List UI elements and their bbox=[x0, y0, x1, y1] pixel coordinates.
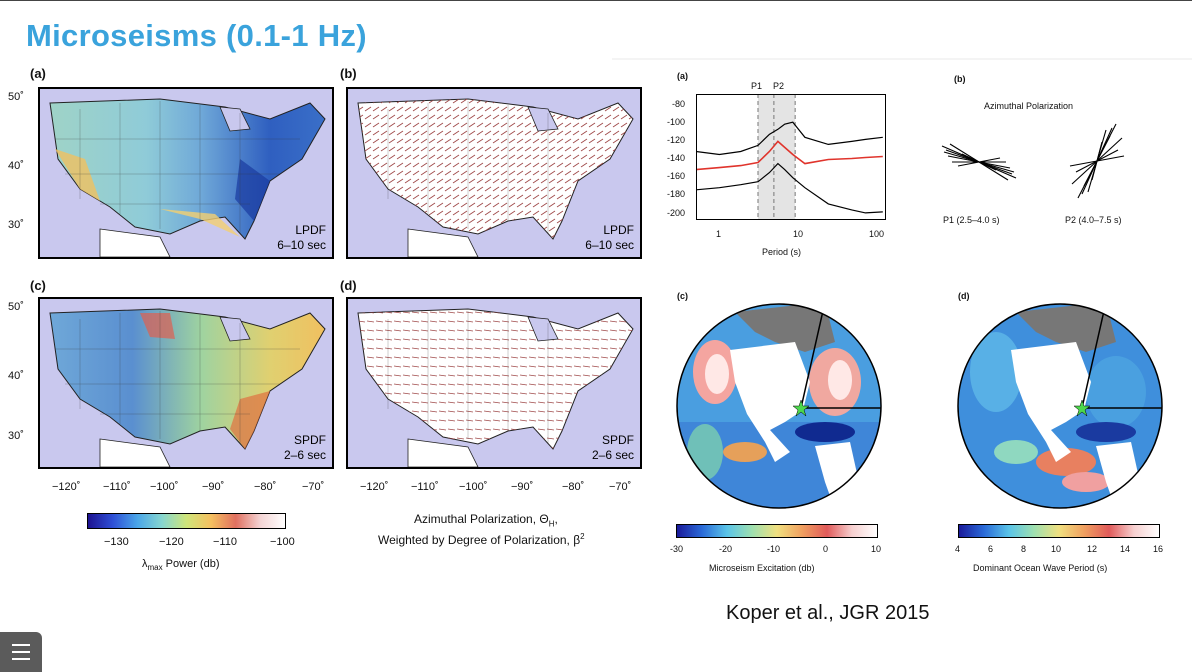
lon-tick-a5: −80˚ bbox=[254, 481, 277, 493]
lon-tick-b4: −90˚ bbox=[511, 481, 534, 493]
panel-label-d: (d) bbox=[340, 278, 357, 293]
panel-label-a: (a) bbox=[30, 66, 46, 81]
lat-tick-30-bottom: 30˚ bbox=[8, 430, 24, 442]
map-b-polarization-lpdf: LPDF 6–10 sec bbox=[346, 87, 642, 259]
lat-tick-40-top: 40˚ bbox=[8, 160, 24, 172]
map-d-mode-label: SPDF bbox=[601, 433, 634, 447]
rose-p1-label: P1 (2.5–4.0 s) bbox=[943, 215, 1000, 225]
rose-p2-label: P2 (4.0–7.5 s) bbox=[1065, 215, 1122, 225]
power-colorbar-tick-130: −130 bbox=[104, 536, 129, 548]
lat-tick-50-top: 50˚ bbox=[8, 91, 24, 103]
lat-tick-40-bottom: 40˚ bbox=[8, 370, 24, 382]
y-tick-120: -120 bbox=[667, 135, 686, 145]
excitation-tick-3: -10 bbox=[767, 544, 781, 554]
excitation-tick-2: -20 bbox=[719, 544, 733, 554]
wave-period-tick-10: 10 bbox=[1051, 544, 1062, 554]
x-tick-10: 10 bbox=[793, 229, 804, 239]
globe-c-microseism-excitation bbox=[676, 303, 882, 509]
lon-tick-b2: −110˚ bbox=[411, 481, 439, 493]
slide-menu-button[interactable] bbox=[0, 632, 42, 672]
menu-icon-bar-3 bbox=[12, 658, 30, 660]
menu-icon-bar-1 bbox=[12, 644, 30, 646]
y-tick-140: -140 bbox=[667, 153, 686, 163]
citation: Koper et al., JGR 2015 bbox=[726, 602, 930, 624]
lat-tick-50-bottom: 50˚ bbox=[8, 301, 24, 313]
chart-xlabel: Period (s) bbox=[762, 247, 802, 257]
power-colorbar-label: λmax Power (db) bbox=[142, 558, 220, 573]
excitation-colorbar-label: Microseism Excitation (db) bbox=[709, 563, 815, 573]
rose-p2-diagram bbox=[1069, 123, 1125, 199]
lon-tick-a6: −70˚ bbox=[302, 481, 325, 493]
x-tick-1: 1 bbox=[716, 229, 722, 239]
power-colorbar bbox=[87, 513, 286, 529]
map-b-mode-label: LPDF bbox=[603, 223, 634, 237]
lon-tick-b5: −80˚ bbox=[562, 481, 585, 493]
lon-tick-a2: −110˚ bbox=[103, 481, 131, 493]
globe-d-panel-label: (d) bbox=[958, 291, 970, 301]
figure-top-edge bbox=[612, 58, 1192, 60]
median-line bbox=[696, 140, 883, 171]
y-tick-80: -80 bbox=[672, 99, 686, 109]
chart-frame bbox=[696, 94, 886, 220]
x-tick-100: 100 bbox=[869, 229, 885, 239]
upper-percentile-line bbox=[696, 121, 883, 156]
y-tick-200: -200 bbox=[667, 208, 686, 218]
polarization-caption-line1: Azimuthal Polarization, ΘH, bbox=[414, 512, 558, 529]
menu-icon-bar-2 bbox=[12, 651, 30, 653]
period-power-chart bbox=[696, 94, 886, 220]
map-c-mode-label: SPDF bbox=[293, 433, 326, 447]
power-colorbar-tick-120: −120 bbox=[159, 536, 184, 548]
map-c-power-spdf: SPDF 2–6 sec bbox=[38, 297, 334, 469]
rose-panel-title: Azimuthal Polarization bbox=[984, 101, 1074, 111]
map-d-polarization-spdf: SPDF 2–6 sec bbox=[346, 297, 642, 469]
y-tick-100: -100 bbox=[667, 117, 686, 127]
wave-period-colorbar bbox=[958, 524, 1160, 538]
rose-p1-diagram bbox=[941, 143, 1017, 181]
panel-label-c: (c) bbox=[30, 278, 46, 293]
wave-period-tick-8: 8 bbox=[1021, 544, 1027, 554]
marker-p2-label: P2 bbox=[773, 81, 785, 91]
lon-tick-b6: −70˚ bbox=[609, 481, 632, 493]
y-tick-180: -180 bbox=[667, 189, 686, 199]
panel-label-b: (b) bbox=[340, 66, 357, 81]
map-d-band-label: 2–6 sec bbox=[591, 448, 634, 462]
excitation-colorbar bbox=[676, 524, 878, 538]
wave-period-tick-6: 6 bbox=[988, 544, 994, 554]
rose-panel-label: (b) bbox=[954, 74, 966, 84]
wave-period-tick-12: 12 bbox=[1087, 544, 1098, 554]
lon-tick-b3: −100˚ bbox=[459, 481, 488, 493]
map-c-band-label: 2–6 sec bbox=[283, 448, 326, 462]
map-a-power-lpdf: LPDF 6–10 sec bbox=[38, 87, 334, 259]
power-colorbar-tick-110: −110 bbox=[213, 536, 237, 548]
top-rule bbox=[0, 0, 1192, 1]
marker-p1-label: P1 bbox=[751, 81, 763, 91]
globe-d-ocean-wave-period bbox=[957, 303, 1163, 509]
lon-tick-a3: −100˚ bbox=[150, 481, 179, 493]
lon-tick-b1: −120˚ bbox=[360, 481, 389, 493]
lon-tick-a1: −120˚ bbox=[52, 481, 81, 493]
y-tick-160: -160 bbox=[667, 171, 686, 181]
map-b-band-label: 6–10 sec bbox=[585, 238, 634, 252]
lower-percentile-line bbox=[696, 162, 883, 214]
wave-period-tick-14: 14 bbox=[1120, 544, 1131, 554]
map-a-mode-label: LPDF bbox=[295, 223, 326, 237]
lon-tick-a4: −90˚ bbox=[202, 481, 225, 493]
excitation-tick-5: 10 bbox=[871, 544, 882, 554]
polarization-caption-line2: Weighted by Degree of Polarization, β2 bbox=[378, 532, 585, 547]
wave-period-tick-4: 4 bbox=[955, 544, 961, 554]
power-colorbar-tick-100: −100 bbox=[270, 536, 295, 548]
excitation-tick-4: 0 bbox=[823, 544, 829, 554]
globe-c-panel-label: (c) bbox=[677, 291, 688, 301]
slide-title: Microseisms (0.1-1 Hz) bbox=[26, 18, 367, 53]
wave-period-tick-16: 16 bbox=[1153, 544, 1164, 554]
lat-tick-30-top: 30˚ bbox=[8, 219, 24, 231]
map-a-band-label: 6–10 sec bbox=[277, 238, 326, 252]
wave-period-colorbar-label: Dominant Ocean Wave Period (s) bbox=[973, 563, 1108, 573]
excitation-tick-1: -30 bbox=[670, 544, 684, 554]
chart-panel-label: (a) bbox=[677, 71, 688, 81]
